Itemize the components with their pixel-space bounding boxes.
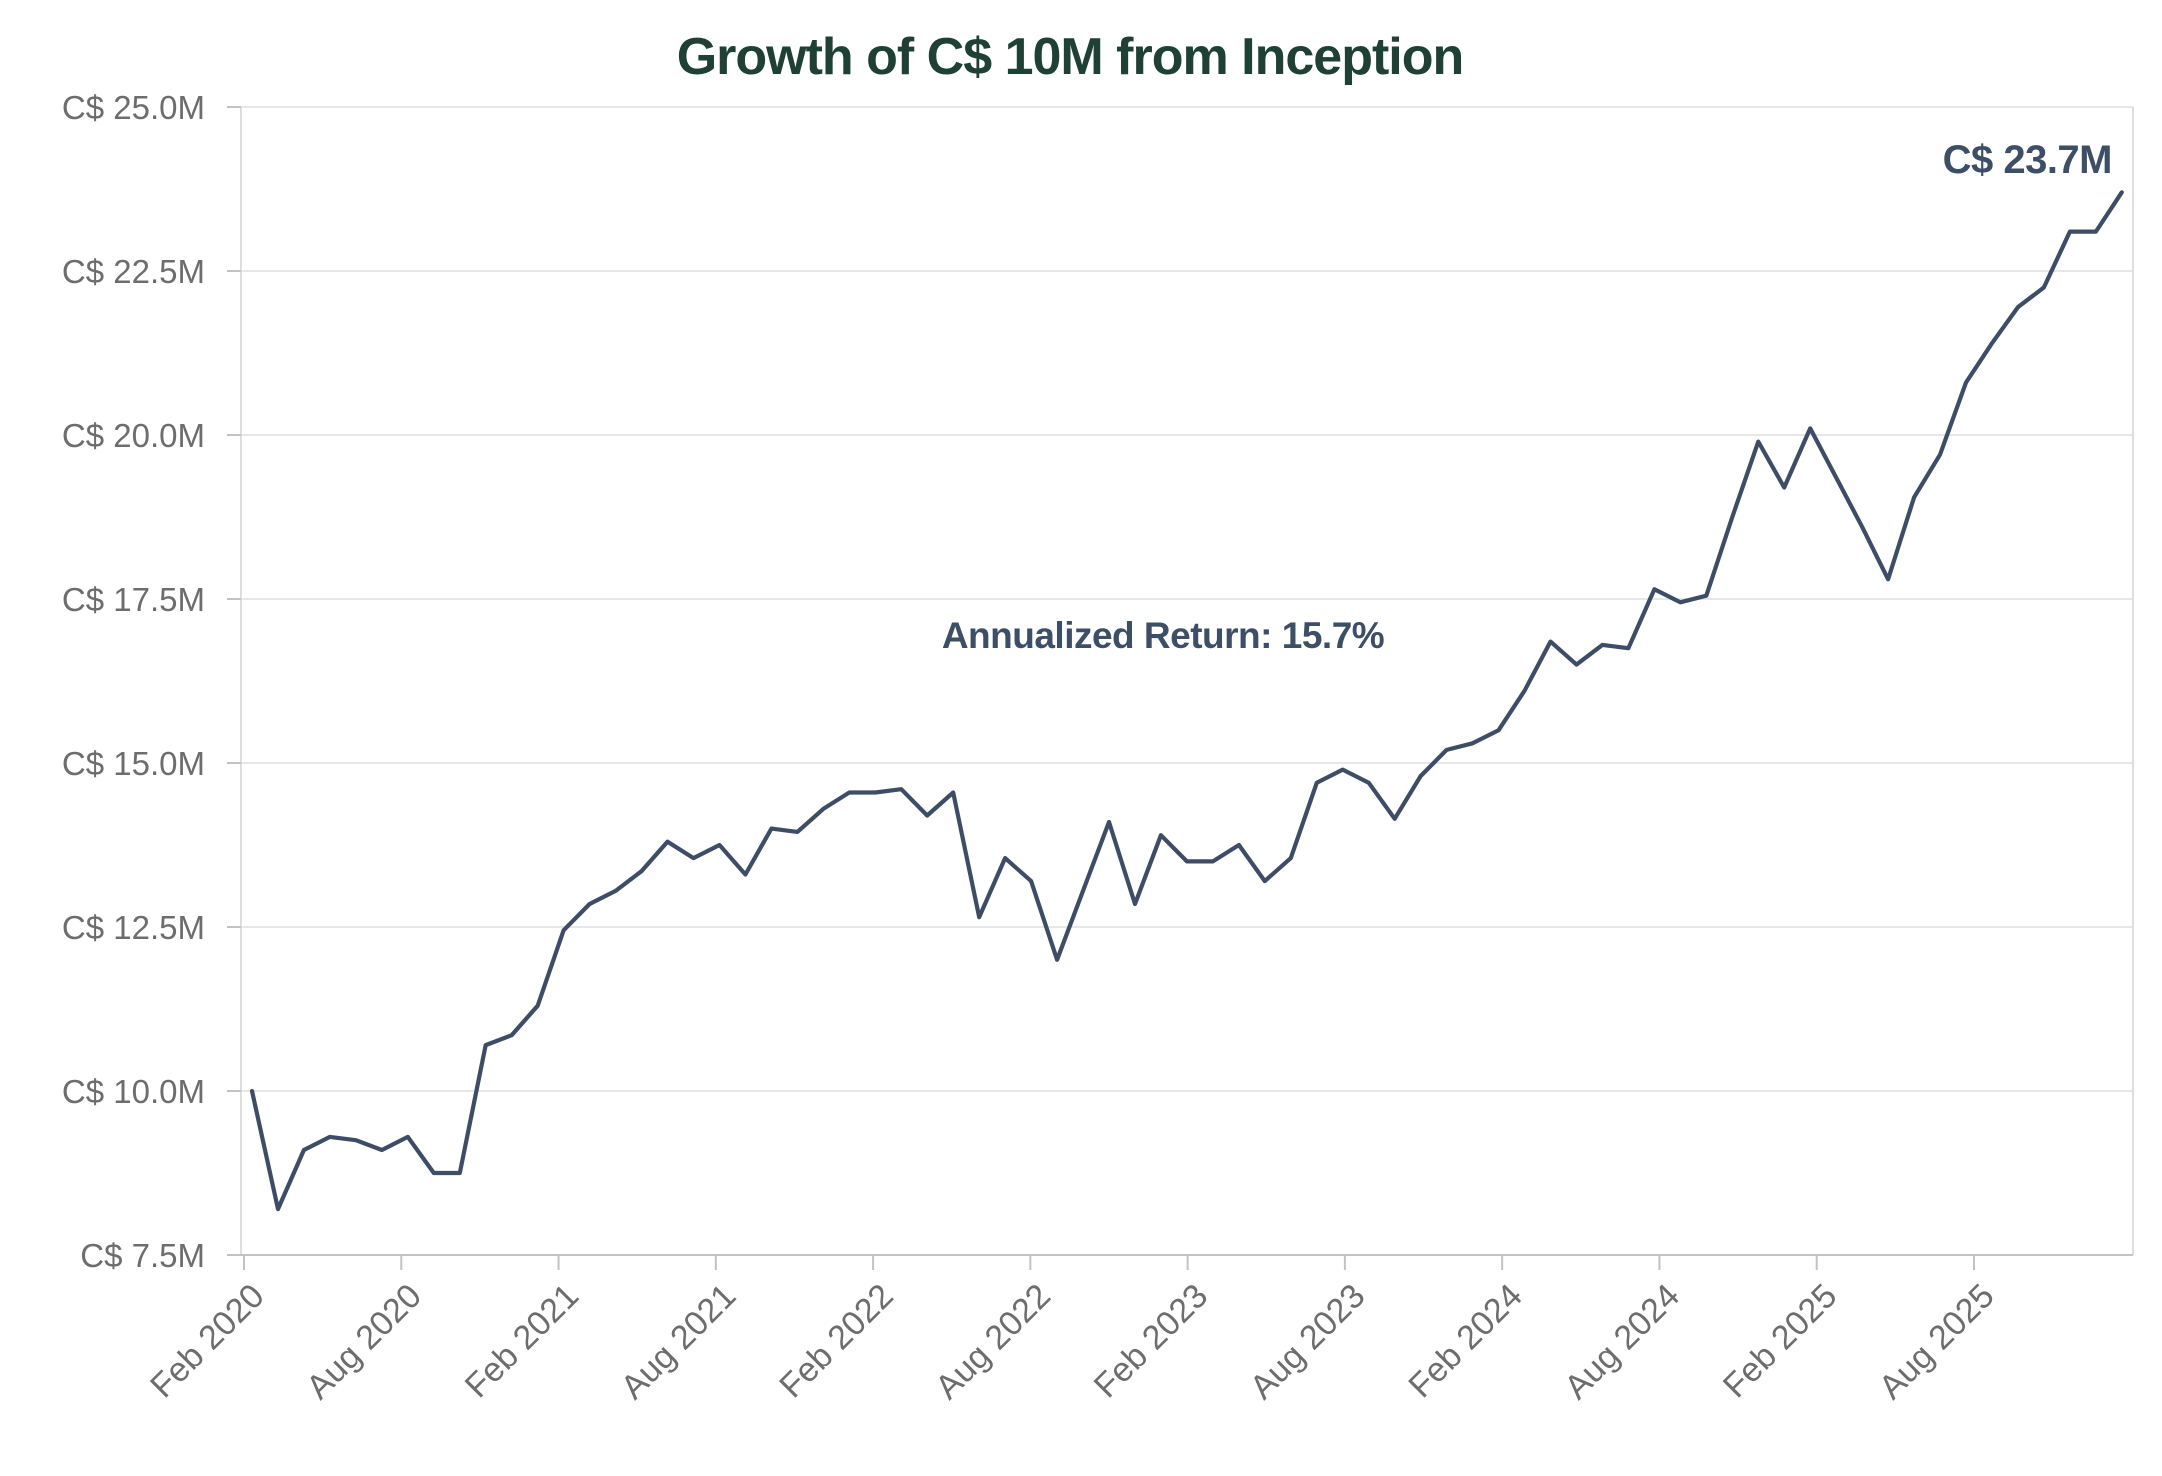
final-value-label: C$ 23.7M — [1943, 138, 2112, 182]
chart-layer: C$ 25.0M C$ 22.5M C$ 20.0M C$ 17.5M C$ 15.0M… — [62, 89, 2134, 1407]
x-tick-label: Feb 2020 — [143, 1277, 271, 1405]
chart-title: Growth of C$ 10M from Inception — [677, 28, 1464, 86]
y-tick-label: C$ 20.0M — [62, 417, 205, 454]
x-tick-label: Feb 2025 — [1716, 1277, 1844, 1405]
x-tick-label: Aug 2025 — [1872, 1277, 2002, 1407]
y-tick-label: C$ 10.0M — [62, 1073, 205, 1110]
y-tick-label: C$ 22.5M — [62, 253, 205, 290]
growth-line — [249, 190, 2124, 1212]
annualized-return-annotation: Annualized Return: 15.7% — [942, 615, 1384, 656]
x-tick-label: Feb 2022 — [772, 1277, 900, 1405]
x-tick-label: Aug 2021 — [614, 1277, 744, 1407]
y-tick-label: C$ 15.0M — [62, 745, 205, 782]
y-tick-label: C$ 7.5M — [80, 1237, 205, 1274]
x-tick-label: Aug 2023 — [1243, 1277, 1373, 1407]
y-tick-label: C$ 25.0M — [62, 89, 205, 126]
x-tick-label: Aug 2022 — [928, 1277, 1058, 1407]
x-tick-label: Feb 2021 — [458, 1277, 586, 1405]
x-tick-label: Feb 2023 — [1087, 1277, 1215, 1405]
x-tick-label: Aug 2020 — [299, 1277, 429, 1407]
y-tick-label: C$ 17.5M — [62, 581, 205, 618]
y-tick-label: C$ 12.5M — [62, 909, 205, 946]
x-tick-label: Aug 2024 — [1557, 1277, 1687, 1407]
x-tick-label: Feb 2024 — [1401, 1277, 1529, 1405]
